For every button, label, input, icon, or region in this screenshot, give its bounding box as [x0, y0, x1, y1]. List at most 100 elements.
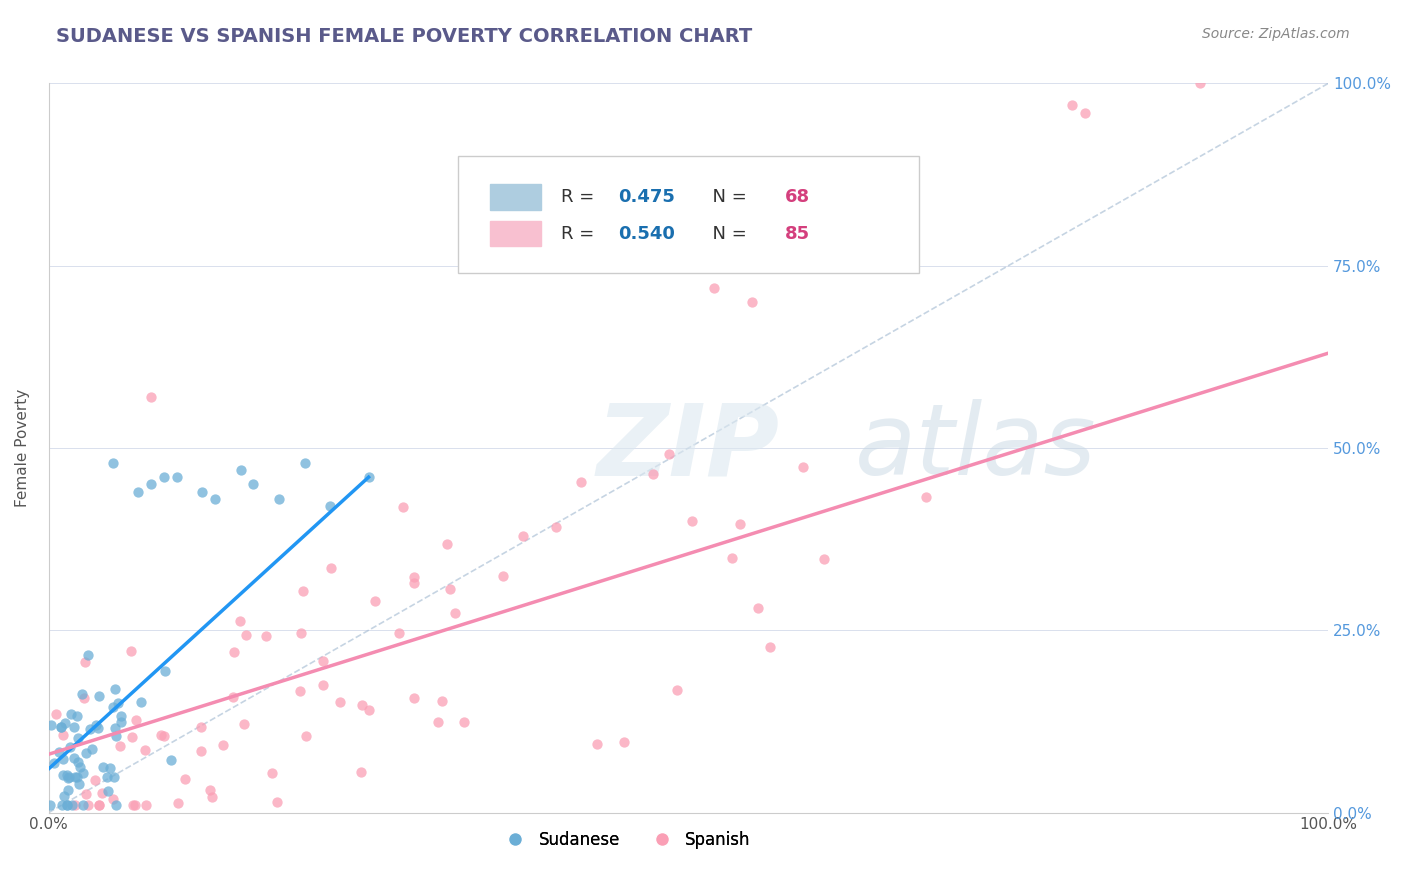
Point — [110, 715, 132, 730]
Point — [107, 697, 129, 711]
Point — [232, 716, 254, 731]
Point — [153, 665, 176, 679]
Point — [134, 742, 156, 756]
Point — [89, 798, 111, 813]
Text: ZIP: ZIP — [598, 400, 780, 497]
Point — [641, 467, 664, 482]
Point — [110, 739, 132, 754]
Point — [104, 798, 127, 813]
Legend: Sudanese, Spanish: Sudanese, Spanish — [492, 824, 756, 855]
FancyBboxPatch shape — [458, 156, 918, 273]
Point — [127, 484, 149, 499]
Point — [1074, 105, 1097, 120]
Point — [312, 678, 335, 692]
Point — [66, 731, 89, 745]
Point — [569, 475, 592, 489]
Point — [125, 713, 148, 727]
Text: N =: N = — [702, 188, 752, 206]
Point — [135, 798, 157, 813]
Point — [294, 456, 316, 470]
Point — [153, 729, 176, 743]
Point — [124, 798, 146, 813]
Point — [404, 570, 426, 584]
Point — [153, 470, 176, 484]
Point — [436, 536, 458, 550]
Point — [139, 477, 162, 491]
Point — [52, 752, 75, 766]
Point — [512, 529, 534, 543]
Point — [229, 463, 252, 477]
Point — [45, 707, 67, 722]
Text: SUDANESE VS SPANISH FEMALE POVERTY CORRELATION CHART: SUDANESE VS SPANISH FEMALE POVERTY CORRE… — [56, 27, 752, 45]
Point — [254, 628, 277, 642]
Point — [75, 746, 97, 760]
Point — [432, 694, 454, 708]
Point — [59, 707, 82, 722]
Point — [159, 754, 181, 768]
Point — [391, 500, 413, 514]
Point — [69, 760, 91, 774]
Point — [319, 500, 342, 514]
Point — [586, 737, 609, 751]
Point — [104, 681, 127, 696]
Point — [75, 787, 97, 801]
Point — [63, 798, 86, 813]
Point — [76, 798, 98, 813]
Point — [72, 687, 94, 701]
Point — [97, 783, 120, 797]
Point — [105, 729, 128, 743]
Point — [546, 520, 568, 534]
Point — [747, 601, 769, 615]
Point — [290, 683, 312, 698]
Point — [211, 739, 233, 753]
Point — [319, 561, 342, 575]
Point — [120, 643, 142, 657]
Point — [52, 727, 75, 741]
Text: R =: R = — [561, 225, 599, 243]
Point — [295, 729, 318, 743]
Text: 0.540: 0.540 — [619, 225, 675, 243]
Point — [728, 517, 751, 532]
Point — [79, 723, 101, 737]
Point — [103, 770, 125, 784]
Point — [402, 575, 425, 590]
Point — [198, 782, 221, 797]
Point — [55, 768, 77, 782]
Point — [229, 614, 252, 628]
Point — [260, 766, 283, 780]
Point — [42, 756, 65, 770]
Point — [492, 569, 515, 583]
Point — [267, 491, 290, 506]
Point — [52, 768, 75, 782]
Point — [792, 460, 814, 475]
Point — [98, 761, 121, 775]
Point — [49, 720, 72, 734]
Point — [741, 295, 763, 310]
Point — [613, 734, 636, 748]
Point — [191, 484, 214, 499]
Point — [359, 703, 381, 717]
Point — [292, 584, 315, 599]
Point — [388, 626, 411, 640]
Point — [84, 773, 107, 788]
Point — [190, 720, 212, 734]
Point — [806, 208, 828, 222]
Point — [444, 606, 467, 620]
Point — [813, 552, 835, 566]
Point — [84, 717, 107, 731]
Point — [350, 765, 373, 780]
Point — [73, 690, 96, 705]
Text: 0.475: 0.475 — [619, 188, 675, 206]
Point — [242, 477, 264, 491]
Point — [60, 798, 83, 813]
Point — [831, 222, 853, 236]
Point — [72, 798, 94, 813]
Point — [150, 728, 173, 742]
Point — [222, 690, 245, 705]
Point — [101, 791, 124, 805]
Point — [87, 721, 110, 735]
Point — [65, 708, 87, 723]
FancyBboxPatch shape — [491, 184, 541, 210]
Point — [235, 628, 257, 642]
Point — [720, 551, 742, 566]
